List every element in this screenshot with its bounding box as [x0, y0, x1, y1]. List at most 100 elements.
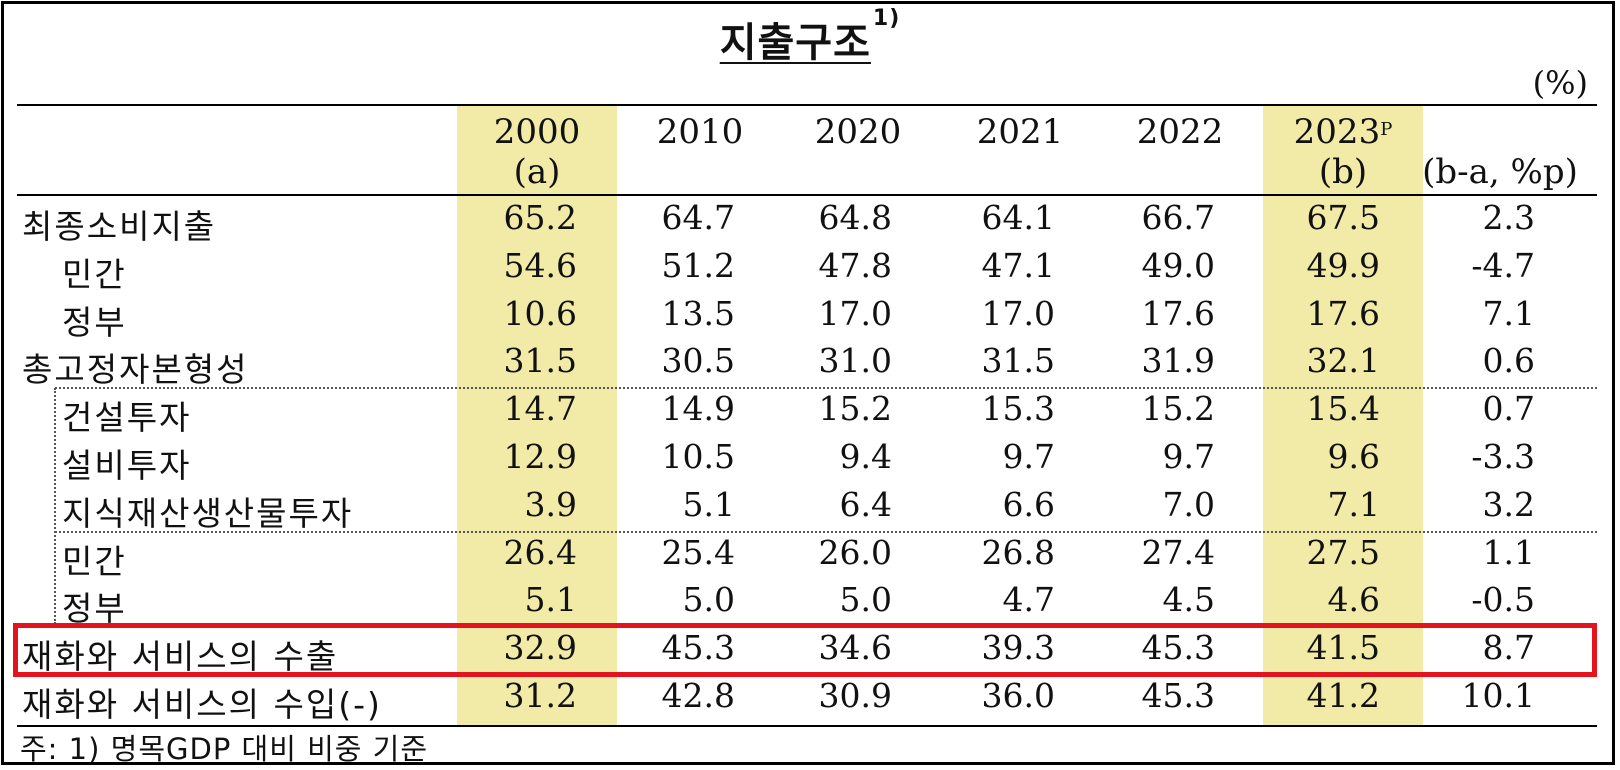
table-cell: 31.2 — [503, 676, 577, 715]
table-cell: 51.2 — [661, 245, 735, 285]
table-cell: 36.0 — [981, 676, 1055, 715]
table-cell: 7.1 — [1327, 484, 1380, 524]
table-cell: 31.5 — [981, 341, 1055, 381]
row-label: 설비투자 — [62, 446, 192, 485]
table-cell: 66.7 — [1141, 198, 1215, 237]
column-header-3-line1: 2020 — [783, 112, 933, 152]
column-header-1-line1: 2000 — [462, 112, 612, 152]
table-cell: 10.5 — [661, 437, 735, 476]
table-cell: 15.3 — [981, 389, 1055, 429]
table-cell: 31.9 — [1141, 341, 1215, 381]
column-header-6-line2: (b) — [1318, 152, 1368, 192]
table-cell: 15.4 — [1306, 389, 1380, 429]
table-cell: 2.3 — [1482, 198, 1535, 237]
table-cell: 13.5 — [661, 293, 735, 333]
header-top-rule — [17, 104, 1597, 106]
table-cell: 10.6 — [503, 293, 577, 333]
table-cell: 26.0 — [818, 532, 892, 572]
table-cell: 17.6 — [1306, 293, 1380, 333]
column-header-6-line1: 2023P — [1268, 112, 1418, 152]
table-cell: 64.8 — [818, 198, 892, 237]
table-cell: 9.7 — [1162, 437, 1215, 476]
row-label: 재화와 서비스의 수입(-) — [22, 685, 382, 724]
table-cell: 26.4 — [503, 532, 577, 572]
row-label: 정부 — [62, 589, 127, 629]
table-cell: 8.7 — [1482, 628, 1535, 668]
table-cell: 47.8 — [818, 245, 892, 285]
row-label: 정부 — [62, 302, 127, 342]
row-label: 지식재산생산물투자 — [62, 493, 354, 533]
table-cell: 67.5 — [1306, 198, 1380, 237]
table-cell: 5.0 — [682, 580, 735, 620]
table-cell: 12.9 — [503, 437, 577, 476]
table-cell: 49.0 — [1141, 245, 1215, 285]
table-cell: 4.6 — [1327, 580, 1380, 620]
subgroup-vertical-divider — [54, 388, 56, 624]
table-cell: 7.1 — [1482, 293, 1535, 333]
table-cell: 27.4 — [1141, 532, 1215, 572]
column-header-5-line1: 2022 — [1105, 112, 1255, 152]
table-cell: 3.2 — [1482, 484, 1535, 524]
column-header-1-line2: (a) — [513, 152, 561, 192]
row-label: 민간 — [62, 541, 127, 581]
table-cell: -3.3 — [1471, 437, 1535, 476]
column-header-7-line2: (b-a, %p) — [1422, 152, 1578, 192]
table-cell: 54.6 — [503, 245, 577, 285]
table-cell: 15.2 — [1141, 389, 1215, 429]
table-cell: 3.9 — [524, 484, 577, 524]
table-cell: 7.0 — [1162, 484, 1215, 524]
table-title: 지출구조1) — [0, 6, 1620, 68]
table-cell: 41.5 — [1306, 628, 1380, 668]
table-cell: 49.9 — [1306, 245, 1380, 285]
table-cell: 9.7 — [1002, 437, 1055, 476]
table-cell: 17.0 — [981, 293, 1055, 333]
table-cell: 1.1 — [1482, 532, 1535, 572]
table-cell: 65.2 — [503, 198, 577, 237]
table-cell: 64.1 — [981, 198, 1055, 237]
highlight-column-2000 — [457, 105, 617, 725]
table-cell: -0.5 — [1471, 580, 1535, 620]
table-cell: 14.7 — [503, 389, 577, 429]
table-cell: 45.3 — [1141, 676, 1215, 715]
table-cell: 17.6 — [1141, 293, 1215, 333]
column-header-year: 2023 — [1293, 112, 1381, 152]
header-bottom-rule — [17, 194, 1597, 196]
table-cell: 30.9 — [818, 676, 892, 715]
row-label: 재화와 서비스의 수출 — [22, 637, 339, 677]
row-label: 민간 — [62, 254, 127, 294]
table-cell: 41.2 — [1306, 676, 1380, 715]
title-text: 지출구조 — [719, 20, 871, 66]
table-cell: 30.5 — [661, 341, 735, 381]
table-cell: 42.8 — [661, 676, 735, 715]
table-cell: 0.6 — [1482, 341, 1535, 381]
table-cell: 45.3 — [1141, 628, 1215, 668]
footnote: 주: 1) 명목GDP 대비 비중 기준 — [20, 732, 429, 766]
export-row-emphasis-box — [13, 623, 1597, 677]
column-header-year: 2021 — [976, 112, 1064, 152]
table-cell: 14.9 — [661, 389, 735, 429]
table-cell: 5.1 — [524, 580, 577, 620]
footer-rule — [17, 725, 1597, 727]
table-cell: -4.7 — [1471, 245, 1535, 285]
table-cell: 26.8 — [981, 532, 1055, 572]
table-cell: 31.0 — [818, 341, 892, 381]
preliminary-mark: P — [1380, 119, 1393, 140]
column-header-year: 2022 — [1136, 112, 1224, 152]
table-cell: 6.4 — [839, 484, 892, 524]
table-cell: 32.1 — [1306, 341, 1380, 381]
column-header-year: 2000 — [493, 112, 581, 152]
table-cell: 10.1 — [1461, 676, 1535, 715]
table-cell: 15.2 — [818, 389, 892, 429]
column-header-2-line1: 2010 — [625, 112, 775, 152]
row-label: 총고정자본형성 — [22, 350, 249, 390]
table-cell: 34.6 — [818, 628, 892, 668]
column-header-year: 2010 — [656, 112, 744, 152]
table-cell: 9.4 — [839, 437, 892, 476]
subgroup-divider-2 — [55, 531, 1597, 533]
table-cell: 5.1 — [682, 484, 735, 524]
table-cell: 32.9 — [503, 628, 577, 668]
column-header-year: 2020 — [814, 112, 902, 152]
table-cell: 25.4 — [661, 532, 735, 572]
table-cell: 39.3 — [981, 628, 1055, 668]
table-cell: 27.5 — [1306, 532, 1380, 572]
